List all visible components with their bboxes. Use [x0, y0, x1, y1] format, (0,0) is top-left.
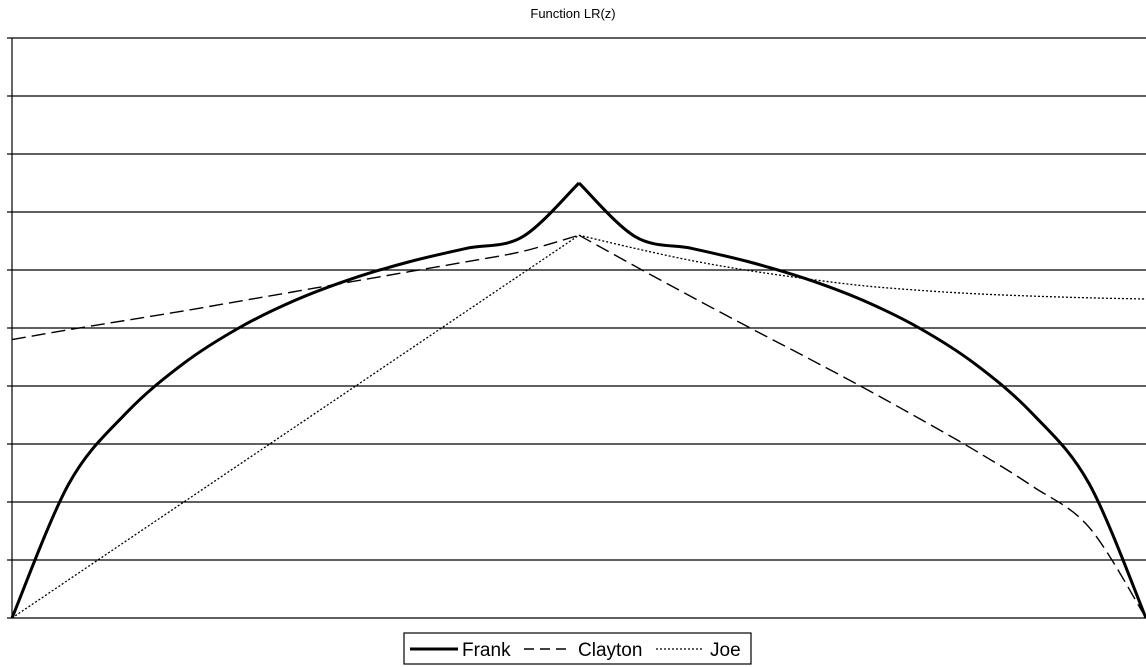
series-line-frank [12, 183, 1146, 618]
gridlines [12, 38, 1146, 560]
legend-label-clayton: Clayton [578, 640, 642, 661]
legend-label-joe: Joe [710, 640, 741, 661]
series-lines [12, 183, 1146, 618]
legend: Frank Clayton Joe [404, 633, 751, 664]
legend-label-frank: Frank [462, 640, 511, 661]
chart-title: Function LR(z) [530, 6, 615, 21]
